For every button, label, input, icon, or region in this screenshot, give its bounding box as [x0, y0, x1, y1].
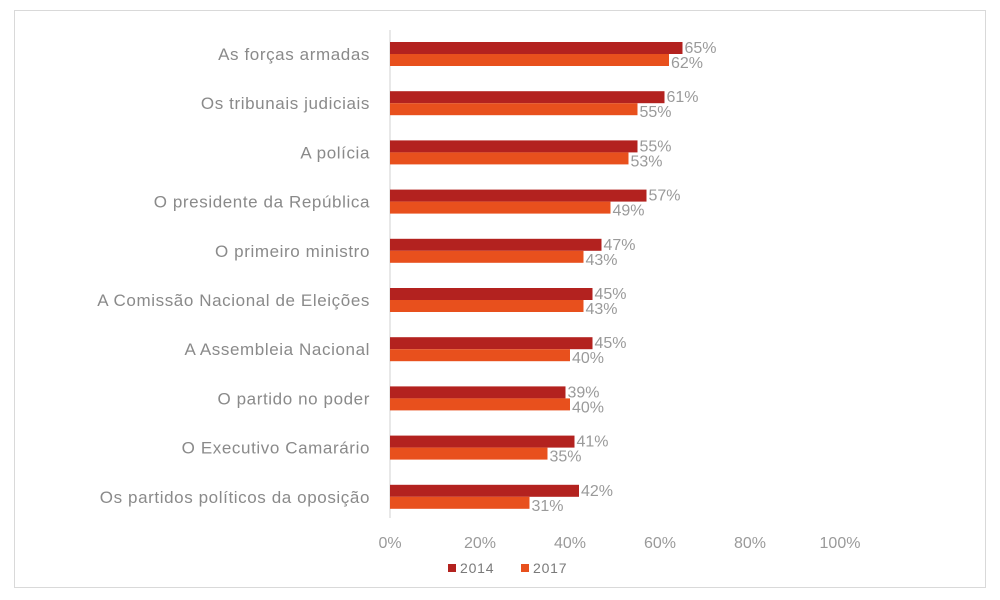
bar-2017 [390, 398, 570, 411]
data-label-2014: 42% [581, 483, 613, 500]
legend-label-2014: 2014 [460, 560, 494, 576]
data-label-2014: 65% [685, 40, 717, 57]
x-tick-label: 0% [378, 535, 401, 552]
bar-2014 [390, 288, 593, 300]
data-label-2017: 55% [640, 104, 672, 121]
legend-label-2017: 2017 [533, 560, 567, 576]
data-label-2014: 45% [595, 286, 627, 303]
bar-2014 [390, 42, 683, 54]
bar-2017 [390, 300, 584, 312]
data-label-2017: 31% [532, 498, 564, 515]
category-label: O primeiro ministro [215, 242, 370, 261]
data-label-2017: 53% [631, 153, 663, 170]
data-label-2014: 55% [640, 138, 672, 155]
x-tick-label: 20% [464, 535, 496, 552]
data-label-2017: 43% [586, 301, 618, 318]
category-label: Os partidos políticos da oposição [100, 488, 370, 507]
category-label: A polícia [300, 143, 370, 162]
bar-2014 [390, 435, 575, 448]
category-label: O presidente da República [154, 193, 370, 212]
data-label-2017: 49% [613, 203, 645, 220]
category-label: A Assembleia Nacional [184, 340, 370, 359]
category-label: O Executivo Camarário [182, 439, 370, 458]
category-label: As forças armadas [218, 45, 370, 64]
bar-2014 [390, 189, 647, 202]
data-label-2014: 39% [568, 384, 600, 401]
bar-2014 [390, 484, 579, 497]
category-label: A Comissão Nacional de Eleições [97, 291, 370, 310]
data-label-2014: 57% [649, 188, 681, 205]
bar-2017 [390, 496, 530, 509]
data-label-2017: 43% [586, 252, 618, 269]
data-label-2017: 40% [572, 399, 604, 416]
x-tick-label: 60% [644, 535, 676, 552]
bar-2017 [390, 250, 584, 263]
data-label-2017: 62% [671, 55, 703, 72]
legend-swatch-2017 [521, 564, 529, 572]
data-label-2017: 40% [572, 350, 604, 367]
bar-2017 [390, 152, 629, 165]
data-label-2014: 45% [595, 335, 627, 352]
category-label: O partido no poder [217, 389, 370, 408]
x-tick-label: 40% [554, 535, 586, 552]
bar-2014 [390, 91, 665, 104]
bar-2017 [390, 447, 548, 460]
bar-2017 [390, 349, 570, 362]
x-tick-label: 80% [734, 535, 766, 552]
bar-2017 [390, 103, 638, 116]
bar-2014 [390, 140, 638, 153]
bar-2017 [390, 201, 611, 214]
category-label: Os tribunais judiciais [201, 94, 370, 113]
legend-swatch-2014 [448, 564, 456, 572]
data-label-2014: 41% [577, 434, 609, 451]
x-tick-label: 100% [820, 535, 861, 552]
bar-2014 [390, 238, 602, 251]
bar-2014 [390, 337, 593, 350]
data-label-2017: 35% [550, 449, 582, 466]
data-label-2014: 61% [667, 89, 699, 106]
bar-2017 [390, 54, 669, 66]
data-label-2014: 47% [604, 237, 636, 254]
bar-2014 [390, 386, 566, 399]
